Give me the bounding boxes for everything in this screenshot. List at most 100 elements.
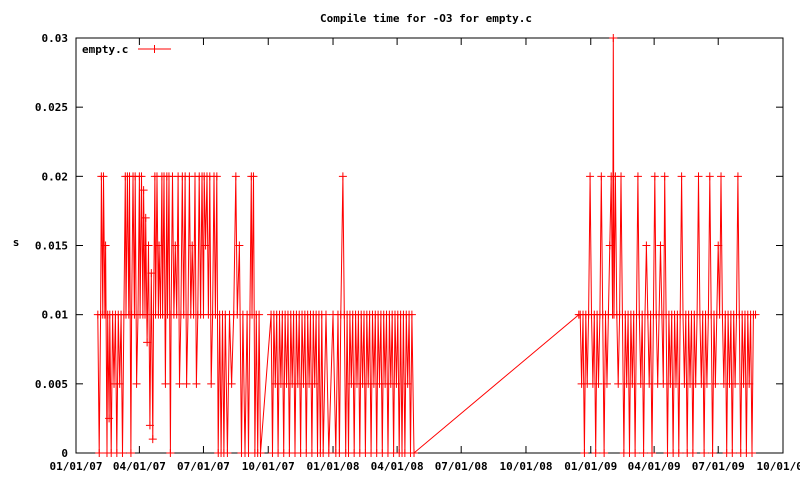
y-axis: 0 0.005 0.01 0.015 0.02 0.025 0.03 [35, 32, 783, 460]
x-tick-label: 07/01/07 [177, 460, 230, 473]
data-point [711, 379, 720, 388]
chart-title: Compile time for -O3 for empty.c [320, 12, 532, 25]
data-point [99, 172, 108, 181]
data-point [636, 379, 645, 388]
data-point [731, 379, 740, 388]
data-point [249, 172, 258, 181]
data-point [161, 379, 170, 388]
data-point [609, 34, 618, 42]
data-point [310, 379, 319, 388]
x-tick-label: 10/01/07 [242, 460, 295, 473]
x-tick-label: 04/01/07 [113, 460, 166, 473]
data-point [717, 172, 726, 181]
data-point [256, 449, 265, 457]
data-point [628, 379, 637, 388]
plot-border [75, 37, 784, 454]
data-point [410, 449, 419, 457]
data-point [700, 449, 709, 457]
data-point [677, 172, 686, 181]
x-tick-label: 10/01/09 [757, 460, 800, 473]
data-point [705, 172, 714, 181]
data-point [614, 379, 623, 388]
data-point [633, 172, 642, 181]
y-tick-label: 0.015 [35, 240, 68, 253]
data-point [212, 172, 221, 181]
data-point [132, 379, 141, 388]
data-point [141, 213, 150, 222]
y-tick-label: 0.03 [42, 32, 69, 45]
data-point [188, 241, 197, 250]
data-point [223, 449, 232, 457]
data-point [118, 449, 127, 457]
x-tick-label: 10/01/08 [499, 460, 552, 473]
y-tick-label: 0 [61, 447, 68, 460]
data-point [708, 449, 717, 457]
x-tick-label: 01/01/08 [307, 460, 360, 473]
data-point [748, 449, 757, 457]
data-point [639, 449, 648, 457]
data-point [192, 379, 201, 388]
data-point [671, 379, 680, 388]
data-point [155, 241, 164, 250]
data-point [660, 172, 669, 181]
x-tick-label: 04/01/09 [628, 460, 681, 473]
data-point [105, 414, 114, 423]
data-point [95, 449, 104, 457]
x-tick-label: 01/01/07 [50, 460, 103, 473]
data-point [642, 241, 651, 250]
data-point [688, 449, 697, 457]
data-point [594, 379, 603, 388]
data-point [235, 241, 244, 250]
data-point [733, 172, 742, 181]
data-point [602, 379, 611, 388]
data-point [139, 186, 148, 195]
y-tick-label: 0.025 [35, 101, 68, 114]
data-point [600, 449, 609, 457]
x-tick-label: 07/01/09 [692, 460, 745, 473]
data-point [227, 379, 236, 388]
data-point [407, 310, 416, 319]
data-point [392, 379, 401, 388]
data-point [143, 338, 152, 347]
data-point [207, 379, 216, 388]
data-point [597, 172, 606, 181]
data-point [115, 379, 124, 388]
data-point [656, 241, 665, 250]
data-point [144, 241, 153, 250]
data-point [403, 379, 412, 388]
data-point [617, 172, 626, 181]
data-point [231, 172, 240, 181]
data-point [694, 172, 703, 181]
data-point [580, 449, 589, 457]
y-tick-label: 0.01 [42, 309, 69, 322]
data-point [591, 449, 600, 457]
data-point [148, 435, 157, 444]
legend: empty.c [82, 43, 171, 56]
y-tick-label: 0.005 [35, 378, 68, 391]
series-points-empty-c [93, 34, 760, 457]
data-point [171, 241, 180, 250]
data-point [648, 449, 657, 457]
data-point [324, 449, 333, 457]
data-point [728, 449, 737, 457]
data-point [126, 449, 135, 457]
x-tick-label: 01/01/09 [564, 460, 617, 473]
data-point [101, 241, 110, 250]
data-point [605, 241, 614, 250]
y-tick-label: 0.02 [42, 170, 69, 183]
x-tick-label: 04/01/08 [371, 460, 424, 473]
legend-swatch-marker [150, 45, 159, 53]
data-point [137, 172, 146, 181]
data-point [145, 421, 154, 430]
data-point [702, 379, 711, 388]
data-point [586, 172, 595, 181]
data-point [751, 310, 760, 319]
data-point [166, 449, 175, 457]
data-point [147, 269, 156, 278]
data-point [338, 172, 347, 181]
data-point [714, 241, 723, 250]
x-tick-label: 07/01/08 [435, 460, 488, 473]
data-point [650, 172, 659, 181]
data-point [631, 449, 640, 457]
